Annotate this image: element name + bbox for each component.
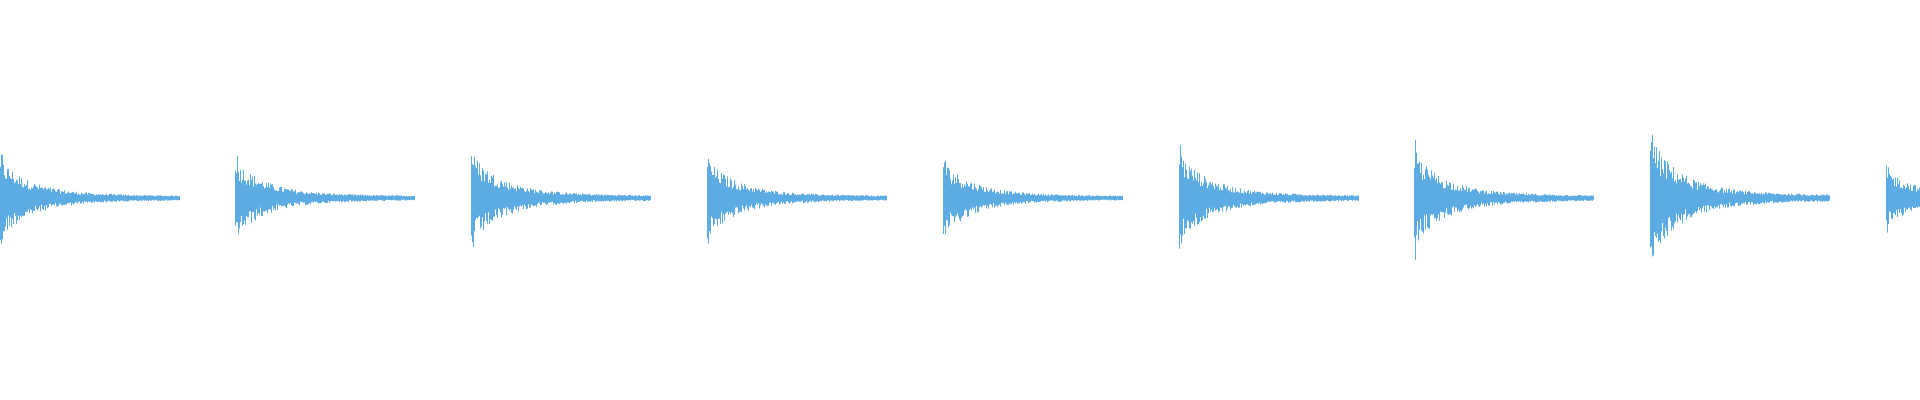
waveform-hit xyxy=(471,156,651,247)
waveform-hit xyxy=(1650,134,1830,257)
waveform-hit xyxy=(0,154,180,244)
waveform-hit xyxy=(943,160,1123,235)
waveform-hit xyxy=(1179,145,1359,249)
waveform-hit xyxy=(1414,139,1594,260)
waveform-hit xyxy=(235,155,415,234)
waveform-hit xyxy=(707,158,887,244)
waveform-hit xyxy=(1886,165,1920,233)
